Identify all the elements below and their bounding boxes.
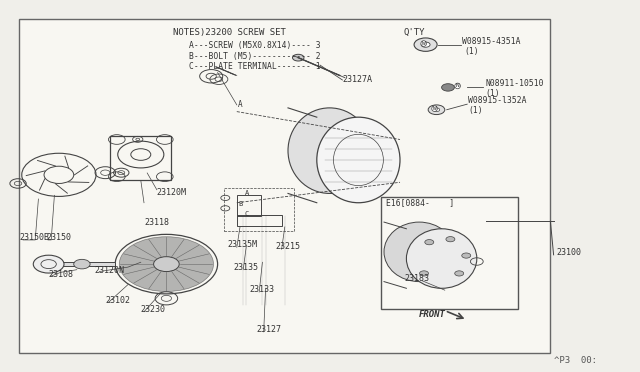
Ellipse shape xyxy=(288,108,371,193)
Text: NOTES)23200 SCREW SET: NOTES)23200 SCREW SET xyxy=(173,28,285,37)
Text: (1): (1) xyxy=(468,106,483,115)
Text: 23120N: 23120N xyxy=(95,266,125,275)
Bar xyxy=(224,188,294,231)
Bar xyxy=(19,19,550,353)
Text: 23135M: 23135M xyxy=(227,240,257,249)
Text: W08915-l352A: W08915-l352A xyxy=(468,96,527,105)
Text: 23127: 23127 xyxy=(256,325,281,334)
Text: E16[0884-    ]: E16[0884- ] xyxy=(386,198,454,207)
Text: W08915-4351A: W08915-4351A xyxy=(462,37,520,46)
Circle shape xyxy=(119,237,214,292)
Circle shape xyxy=(292,54,304,61)
Circle shape xyxy=(454,271,463,276)
Text: 23108: 23108 xyxy=(48,270,73,279)
Text: N08911-10510: N08911-10510 xyxy=(485,79,543,88)
Circle shape xyxy=(154,257,179,272)
Text: 23127A: 23127A xyxy=(342,75,372,84)
Circle shape xyxy=(446,237,455,242)
Circle shape xyxy=(433,108,440,112)
Circle shape xyxy=(414,38,437,51)
Text: 23183: 23183 xyxy=(404,274,429,283)
Bar xyxy=(54,262,115,266)
Text: 23100: 23100 xyxy=(557,248,582,257)
Circle shape xyxy=(74,259,90,269)
Text: ^P3  00:: ^P3 00: xyxy=(554,356,596,365)
Circle shape xyxy=(442,84,454,91)
Text: W: W xyxy=(422,41,426,46)
Circle shape xyxy=(461,253,471,258)
Text: Q'TY: Q'TY xyxy=(403,28,425,37)
Text: 23150: 23150 xyxy=(46,233,71,242)
Text: A: A xyxy=(238,100,243,109)
Text: W: W xyxy=(433,106,436,111)
Text: 23150B: 23150B xyxy=(19,233,49,242)
Text: 23102: 23102 xyxy=(106,296,131,305)
Text: N: N xyxy=(456,83,460,89)
Bar xyxy=(381,197,518,309)
Text: 23118: 23118 xyxy=(144,218,169,227)
Text: 23215: 23215 xyxy=(275,242,300,251)
Text: 23133: 23133 xyxy=(250,285,275,294)
Text: (1): (1) xyxy=(465,47,479,56)
Bar xyxy=(237,215,282,226)
Text: B: B xyxy=(238,202,243,208)
Ellipse shape xyxy=(384,222,454,282)
Text: C: C xyxy=(244,211,249,217)
Text: A: A xyxy=(244,190,249,196)
Circle shape xyxy=(428,105,445,115)
Ellipse shape xyxy=(406,229,477,288)
Text: B---BOLT (M5)------------ 2: B---BOLT (M5)------------ 2 xyxy=(189,52,321,61)
Text: (1): (1) xyxy=(485,89,500,98)
Circle shape xyxy=(425,240,434,245)
Circle shape xyxy=(33,255,64,273)
Text: FRONT: FRONT xyxy=(419,310,446,319)
Circle shape xyxy=(420,271,429,276)
Ellipse shape xyxy=(317,117,400,203)
Bar xyxy=(110,136,172,180)
Text: C---PLATE TERMINAL------- 1: C---PLATE TERMINAL------- 1 xyxy=(189,62,321,71)
Circle shape xyxy=(421,42,430,47)
Text: 23230: 23230 xyxy=(141,305,166,314)
Bar xyxy=(237,195,261,216)
Text: A---SCREW (M5X0.8X14)---- 3: A---SCREW (M5X0.8X14)---- 3 xyxy=(189,41,321,50)
Text: 23135: 23135 xyxy=(234,263,259,272)
Text: 23120M: 23120M xyxy=(157,188,187,197)
